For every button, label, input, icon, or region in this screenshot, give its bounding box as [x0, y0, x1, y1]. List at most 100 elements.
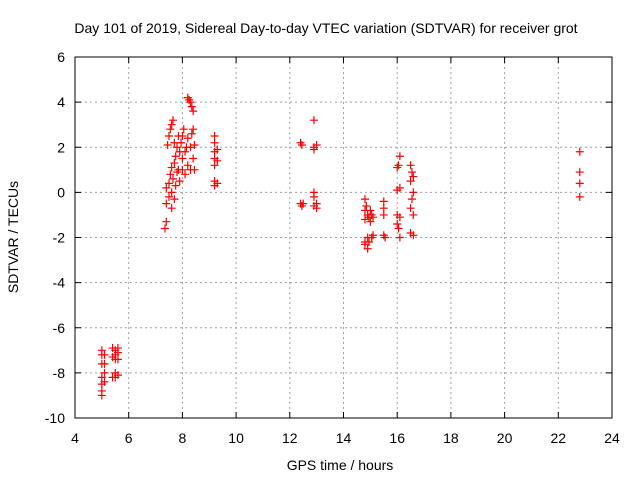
data-point — [186, 143, 195, 152]
data-point — [381, 233, 390, 242]
data-point — [179, 125, 188, 134]
data-point — [394, 224, 403, 233]
data-point — [299, 199, 308, 208]
data-point — [178, 165, 187, 174]
data-point — [297, 140, 306, 149]
data-point — [97, 373, 106, 382]
data-point — [393, 219, 402, 228]
x-tick-label: 8 — [179, 430, 187, 446]
data-point — [575, 192, 584, 201]
data-point — [177, 138, 186, 147]
y-tick-label: 2 — [57, 139, 65, 155]
data-point — [190, 165, 199, 174]
data-point — [213, 156, 222, 165]
x-tick-label: 6 — [125, 430, 133, 446]
data-point — [409, 172, 418, 181]
data-point — [210, 131, 219, 140]
data-point — [360, 215, 369, 224]
data-points — [97, 93, 584, 400]
data-point — [170, 159, 179, 168]
data-point — [183, 134, 192, 143]
data-point — [100, 368, 109, 377]
data-point — [163, 140, 172, 149]
data-point — [167, 120, 176, 129]
x-tick-label: 18 — [443, 430, 459, 446]
data-point — [406, 177, 415, 186]
data-point — [360, 195, 369, 204]
data-point — [362, 201, 371, 210]
data-point — [406, 204, 415, 213]
data-point — [309, 116, 318, 125]
data-point — [100, 377, 109, 386]
data-point — [394, 161, 403, 170]
data-point — [575, 179, 584, 188]
x-tick-label: 22 — [551, 430, 567, 446]
data-point — [164, 179, 173, 188]
data-point — [407, 168, 416, 177]
data-point — [309, 145, 318, 154]
data-point — [175, 177, 184, 186]
data-point — [369, 231, 378, 240]
data-point — [170, 195, 179, 204]
data-point — [189, 154, 198, 163]
x-tick-label: 4 — [71, 430, 79, 446]
data-point — [181, 147, 190, 156]
data-point — [360, 240, 369, 249]
data-point — [187, 102, 196, 111]
data-point — [167, 188, 176, 197]
data-point — [167, 163, 176, 172]
data-point — [162, 217, 171, 226]
chart-title: Day 101 of 2019, Sidereal Day-to-day VTE… — [74, 20, 577, 36]
data-point — [190, 140, 199, 149]
data-point — [187, 129, 196, 138]
data-point — [171, 181, 180, 190]
data-point — [186, 98, 195, 107]
data-point — [369, 213, 378, 222]
data-point — [210, 161, 219, 170]
data-point — [312, 140, 321, 149]
data-point — [173, 143, 182, 152]
data-point — [366, 206, 375, 215]
data-point — [395, 183, 404, 192]
data-point — [365, 238, 374, 247]
data-point — [113, 348, 122, 357]
data-point — [395, 213, 404, 222]
data-point — [406, 161, 415, 170]
data-point — [113, 355, 122, 364]
data-point — [100, 350, 109, 359]
data-point — [166, 170, 175, 179]
data-point — [213, 179, 222, 188]
y-axis-label: SDTVAR / TECUs — [5, 181, 21, 293]
data-point — [167, 204, 176, 213]
data-point — [178, 154, 187, 163]
data-point — [169, 174, 178, 183]
data-point — [409, 188, 418, 197]
data-point — [113, 371, 122, 380]
y-tick-label: -4 — [53, 275, 66, 291]
y-tick-label: 6 — [57, 49, 65, 65]
data-point — [178, 131, 187, 140]
x-tick-label: 12 — [282, 430, 298, 446]
data-point — [312, 204, 321, 213]
data-point — [100, 359, 109, 368]
data-point — [210, 138, 219, 147]
x-tick-label: 14 — [336, 430, 352, 446]
data-point — [309, 192, 318, 201]
data-point — [575, 168, 584, 177]
data-point — [409, 231, 418, 240]
data-point — [97, 391, 106, 400]
data-point — [379, 210, 388, 219]
data-point — [162, 183, 171, 192]
y-tick-label: -10 — [45, 410, 65, 426]
data-point — [181, 170, 190, 179]
data-point — [162, 199, 171, 208]
data-point — [366, 217, 375, 226]
data-point — [164, 192, 173, 201]
y-tick-label: -8 — [53, 365, 66, 381]
data-point — [395, 233, 404, 242]
data-point — [363, 244, 372, 253]
y-tick-label: 4 — [57, 94, 65, 110]
data-point — [183, 161, 192, 170]
